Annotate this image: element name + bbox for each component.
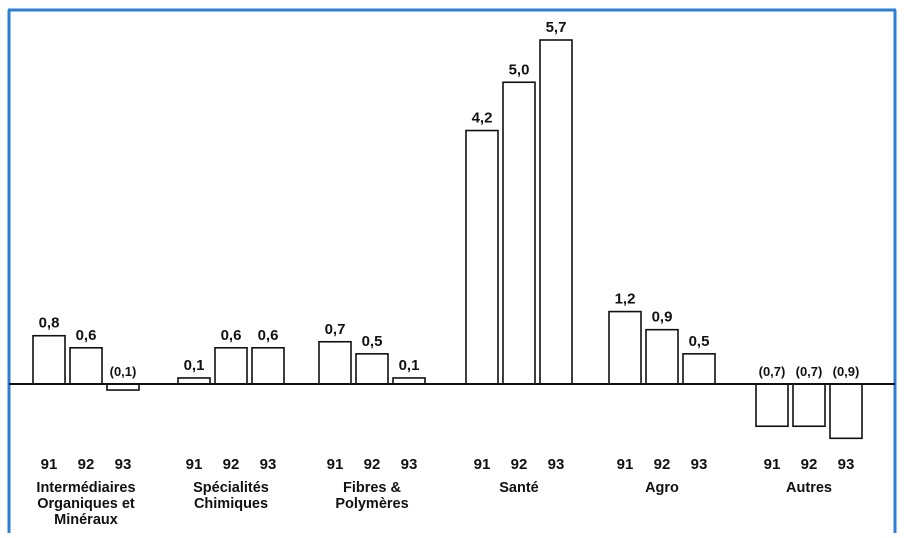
data-label: 5,7 <box>546 19 567 36</box>
data-label: 4,2 <box>472 110 493 127</box>
labels-layer: 0,8 91 0,6 92 (0,1) 93 IntermédiairesOrganique… <box>36 19 859 528</box>
category-label: Organiques et <box>37 496 135 512</box>
year-tick-label: 91 <box>764 456 781 473</box>
bar <box>829 383 863 440</box>
data-label: 0,6 <box>221 327 242 344</box>
category-label: Agro <box>645 480 679 496</box>
year-tick-label: 93 <box>260 456 277 473</box>
category-label: Minéraux <box>54 512 118 528</box>
year-tick-label: 92 <box>78 456 95 473</box>
data-label: 0,1 <box>399 357 420 374</box>
data-label: 5,0 <box>509 61 530 78</box>
data-label: 0,8 <box>39 315 60 332</box>
bar <box>355 353 389 385</box>
bar <box>465 129 499 385</box>
bar <box>502 81 536 385</box>
bar <box>792 383 826 428</box>
data-label: (0,7) <box>759 364 786 379</box>
data-label: 0,9 <box>652 309 673 326</box>
bar <box>318 340 352 385</box>
bar <box>214 346 248 385</box>
bar <box>251 346 285 385</box>
bars-layer <box>32 39 863 440</box>
bar <box>608 310 642 385</box>
year-tick-label: 92 <box>654 456 671 473</box>
data-label: (0,7) <box>796 364 823 379</box>
data-label: 0,6 <box>76 327 97 344</box>
data-label: 0,6 <box>258 327 279 344</box>
bar <box>682 353 716 385</box>
year-tick-label: 92 <box>364 456 381 473</box>
year-tick-label: 93 <box>115 456 132 473</box>
category-label: Intermédiaires <box>36 480 135 496</box>
category-label: Polymères <box>335 496 408 512</box>
category-label: Chimiques <box>194 496 268 512</box>
year-tick-label: 91 <box>617 456 634 473</box>
data-label: (0,9) <box>833 364 860 379</box>
year-tick-label: 92 <box>223 456 240 473</box>
year-tick-label: 92 <box>801 456 818 473</box>
bar <box>539 39 573 385</box>
bar <box>755 383 789 428</box>
data-label: (0,1) <box>110 364 137 379</box>
year-tick-label: 93 <box>838 456 855 473</box>
year-tick-label: 93 <box>691 456 708 473</box>
bar <box>69 346 103 385</box>
bar <box>32 334 66 385</box>
data-label: 0,5 <box>689 333 710 350</box>
year-tick-label: 93 <box>401 456 418 473</box>
year-tick-label: 91 <box>41 456 58 473</box>
year-tick-label: 91 <box>474 456 491 473</box>
bar <box>645 328 679 385</box>
year-tick-label: 91 <box>186 456 203 473</box>
data-label: 0,7 <box>325 321 346 338</box>
data-label: 0,5 <box>362 333 383 350</box>
category-label: Spécialités <box>193 480 269 496</box>
category-label: Fibres & <box>343 480 402 496</box>
year-tick-label: 93 <box>548 456 565 473</box>
category-label: Autres <box>786 480 832 496</box>
year-tick-label: 92 <box>511 456 528 473</box>
data-label: 1,2 <box>615 291 636 308</box>
category-label: Santé <box>499 480 539 496</box>
data-label: 0,1 <box>184 357 205 374</box>
year-tick-label: 91 <box>327 456 344 473</box>
